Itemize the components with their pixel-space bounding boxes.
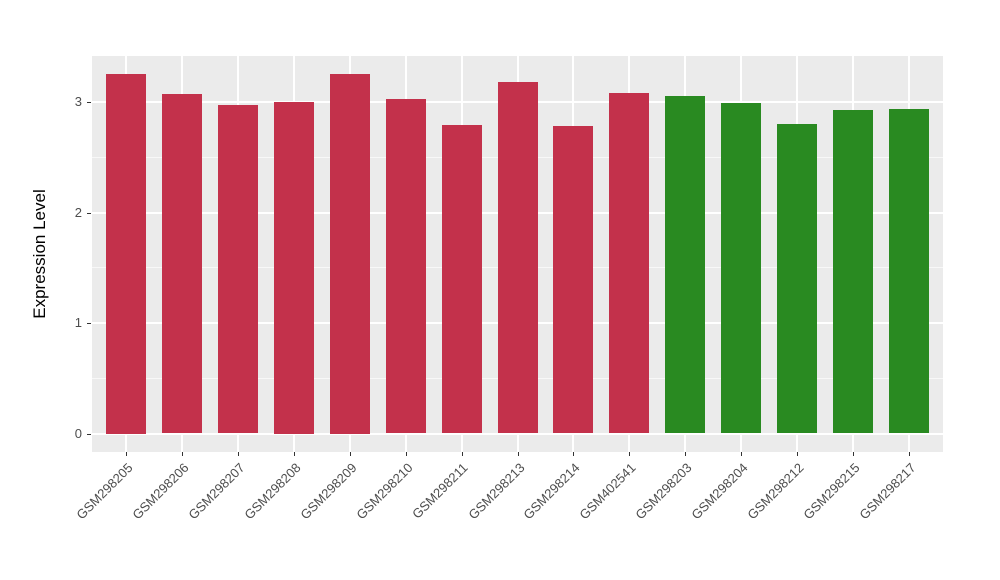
x-tick-label: GSM298215 bbox=[800, 460, 864, 523]
x-tick-label: GSM298217 bbox=[856, 460, 920, 523]
x-tick-mark bbox=[125, 452, 127, 456]
bar-GSM298217 bbox=[889, 108, 930, 434]
y-tick-mark bbox=[87, 212, 91, 214]
x-tick-label: GSM298213 bbox=[464, 460, 528, 523]
x-tick-label: GSM298203 bbox=[632, 460, 696, 523]
bar-GSM298213 bbox=[497, 82, 538, 434]
bar-GSM298206 bbox=[161, 94, 202, 434]
x-tick-label: GSM298212 bbox=[744, 460, 808, 523]
bar-GSM298204 bbox=[721, 103, 762, 434]
y-tick-mark bbox=[87, 323, 91, 324]
x-tick-mark bbox=[797, 452, 799, 456]
x-tick-label: GSM298210 bbox=[352, 460, 416, 523]
x-tick-label: GSM298205 bbox=[72, 460, 136, 523]
bar-GSM298210 bbox=[385, 98, 426, 434]
plot-panel bbox=[92, 56, 943, 452]
y-tick-label: 0 bbox=[74, 425, 82, 441]
y-tick-mark bbox=[87, 102, 91, 103]
y-tick-label: 3 bbox=[74, 94, 82, 109]
bar-GSM298212 bbox=[777, 124, 818, 434]
bar-GSM298205 bbox=[105, 74, 146, 434]
bar-GSM298215 bbox=[833, 109, 874, 434]
bar-GSM298209 bbox=[329, 74, 370, 434]
y-axis-title: Expression Level bbox=[30, 189, 49, 319]
x-tick-mark bbox=[461, 452, 463, 456]
x-tick-mark bbox=[853, 452, 855, 456]
x-tick-label: GSM298209 bbox=[296, 460, 360, 523]
x-tick-label: GSM298207 bbox=[184, 460, 248, 523]
x-tick-mark bbox=[181, 452, 183, 456]
x-tick-label: GSM298204 bbox=[688, 460, 752, 523]
x-tick-mark bbox=[405, 452, 407, 456]
x-tick-mark bbox=[349, 452, 351, 456]
x-tick-mark bbox=[741, 452, 743, 456]
bar-GSM298207 bbox=[217, 105, 258, 434]
x-tick-mark bbox=[629, 452, 631, 456]
x-tick-mark bbox=[685, 452, 687, 456]
x-tick-label: GSM298211 bbox=[409, 460, 472, 522]
bar-GSM298214 bbox=[553, 126, 594, 434]
x-tick-label: GSM402541 bbox=[576, 460, 640, 523]
x-tick-mark bbox=[517, 452, 519, 456]
bar-GSM298203 bbox=[665, 96, 706, 434]
x-tick-label: GSM298206 bbox=[128, 460, 192, 523]
x-tick-label: GSM298214 bbox=[520, 460, 584, 523]
x-tick-label: GSM298208 bbox=[240, 460, 304, 523]
y-tick-mark bbox=[87, 433, 91, 435]
y-tick-label: 2 bbox=[74, 204, 82, 220]
x-tick-mark bbox=[573, 452, 575, 456]
bar-GSM298211 bbox=[441, 125, 482, 434]
x-tick-mark bbox=[293, 452, 295, 456]
bar-GSM298208 bbox=[273, 102, 314, 434]
x-tick-mark bbox=[237, 452, 239, 456]
x-tick-mark bbox=[909, 452, 911, 456]
y-tick-label: 1 bbox=[74, 315, 82, 330]
bar-GSM402541 bbox=[609, 93, 650, 434]
